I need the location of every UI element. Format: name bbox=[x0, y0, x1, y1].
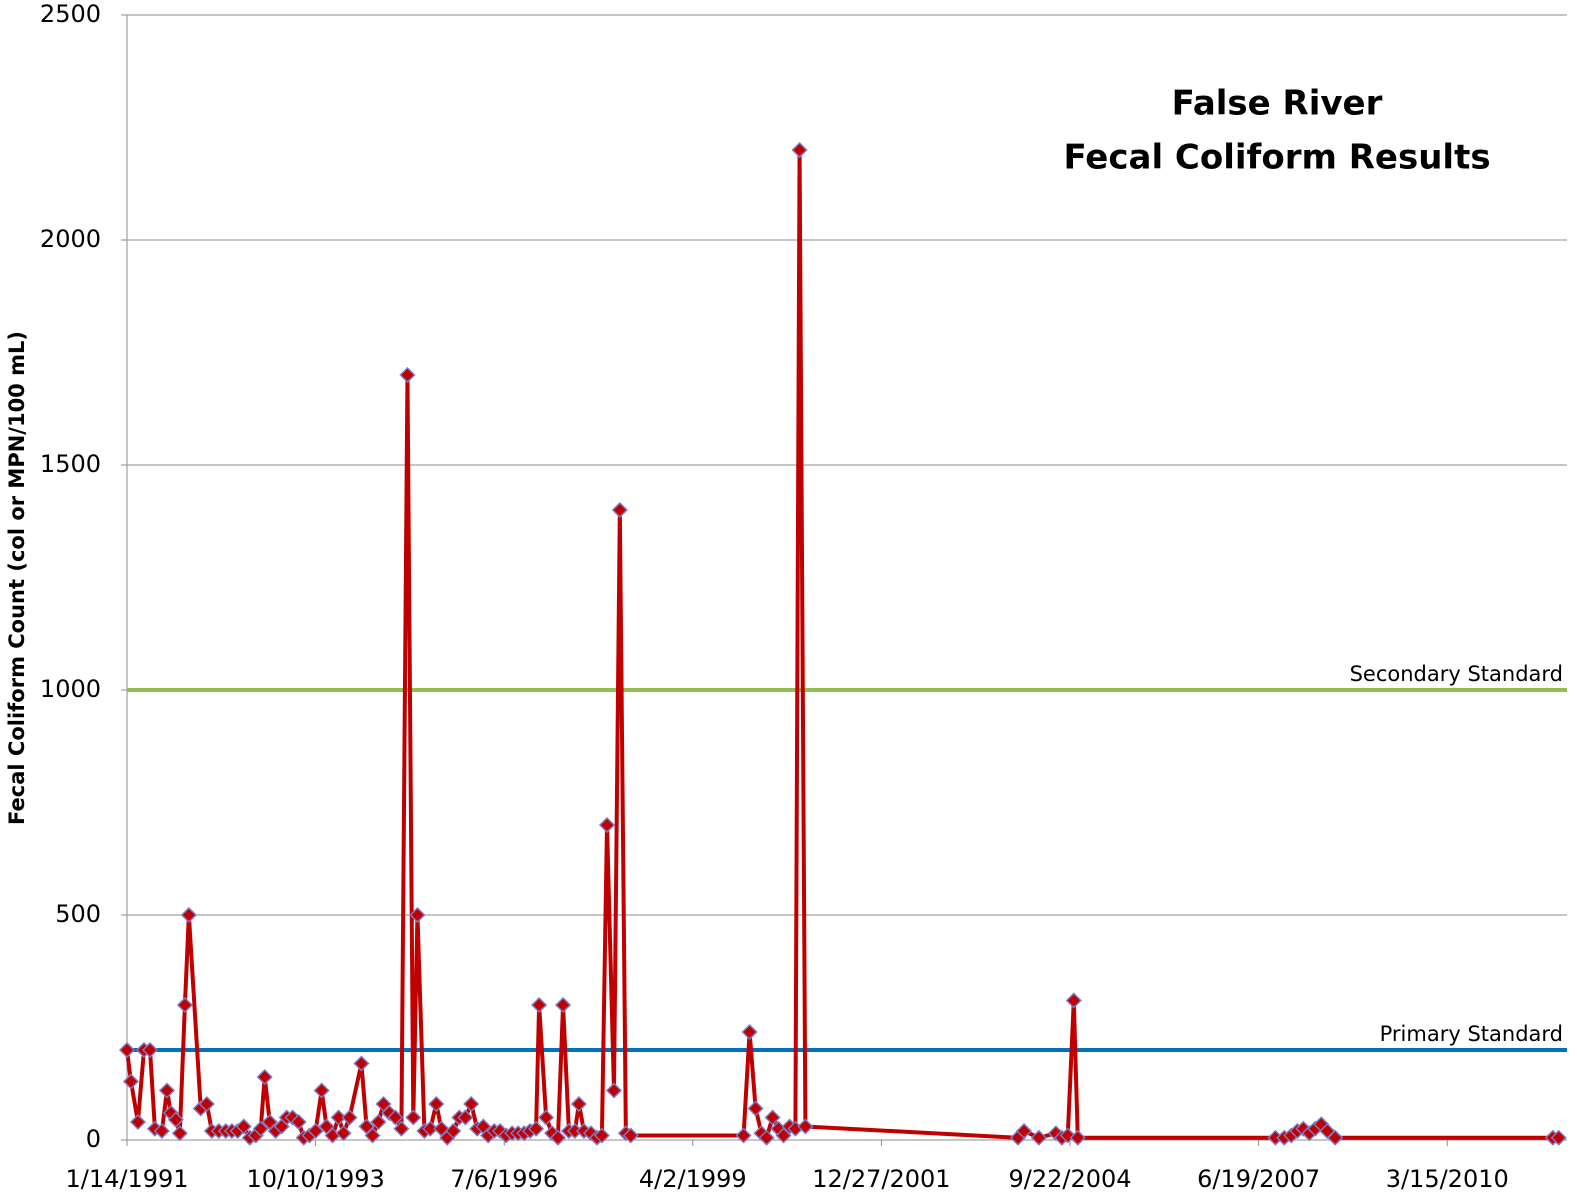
data-point bbox=[341, 1109, 358, 1126]
y-tick-label: 500 bbox=[55, 900, 101, 928]
data-point bbox=[158, 1082, 176, 1099]
data-point bbox=[1065, 992, 1082, 1009]
data-point bbox=[364, 1127, 381, 1144]
data-point bbox=[741, 1023, 758, 1041]
data-point bbox=[256, 1068, 273, 1086]
chart-title: False River bbox=[1172, 84, 1383, 124]
reference-label: Primary Standard bbox=[1380, 1022, 1563, 1046]
data-point bbox=[176, 996, 193, 1014]
data-line bbox=[125, 148, 1559, 1140]
data-point bbox=[330, 1109, 347, 1126]
data-point bbox=[492, 1122, 509, 1140]
y-axis-label: Fecal Coliform Count (col or MPN/100 mL) bbox=[5, 331, 29, 825]
data-point bbox=[118, 1041, 136, 1059]
x-tick-label: 4/2/1999 bbox=[639, 1165, 747, 1193]
data-point bbox=[764, 1109, 781, 1126]
x-tick-label: 9/22/2004 bbox=[1008, 1165, 1131, 1193]
data-point bbox=[791, 141, 808, 159]
data-point bbox=[538, 1109, 555, 1126]
data-point bbox=[1030, 1129, 1047, 1146]
data-point bbox=[582, 1125, 600, 1142]
data-point bbox=[554, 996, 572, 1014]
data-point bbox=[528, 1120, 545, 1137]
data-point bbox=[399, 366, 416, 384]
data-point bbox=[405, 1109, 422, 1126]
x-tick-label: 12/27/2001 bbox=[812, 1165, 950, 1193]
x-tick-label: 7/6/1996 bbox=[450, 1165, 558, 1193]
data-point bbox=[235, 1118, 252, 1135]
data-point bbox=[463, 1095, 480, 1113]
data-point bbox=[428, 1095, 445, 1113]
data-point bbox=[735, 1127, 752, 1144]
data-point bbox=[570, 1095, 587, 1113]
data-point bbox=[198, 1095, 215, 1113]
data-point bbox=[531, 996, 548, 1014]
x-tick-label: 3/15/2010 bbox=[1386, 1165, 1509, 1193]
data-point bbox=[1015, 1122, 1033, 1140]
data-point bbox=[409, 906, 426, 924]
data-point bbox=[457, 1109, 474, 1126]
data-point bbox=[422, 1120, 439, 1137]
x-tick-label: 6/19/2007 bbox=[1197, 1165, 1320, 1193]
data-point bbox=[129, 1113, 146, 1131]
data-point bbox=[445, 1122, 462, 1140]
data-point bbox=[598, 816, 616, 834]
data-point bbox=[252, 1120, 269, 1137]
data-point bbox=[605, 1082, 623, 1099]
data-point bbox=[758, 1129, 775, 1146]
data-point bbox=[335, 1125, 352, 1142]
data-point bbox=[180, 906, 197, 924]
y-tick-label: 2500 bbox=[40, 0, 101, 28]
data-point bbox=[611, 501, 628, 519]
y-tick-label: 1500 bbox=[40, 450, 101, 478]
x-tick-label: 1/14/1991 bbox=[65, 1165, 188, 1193]
data-point bbox=[370, 1113, 387, 1131]
data-point bbox=[171, 1125, 188, 1142]
x-tick-label: 10/10/1993 bbox=[246, 1165, 384, 1193]
data-point bbox=[1069, 1129, 1086, 1146]
data-point bbox=[393, 1120, 410, 1137]
data-point bbox=[290, 1113, 307, 1131]
data-point bbox=[387, 1109, 404, 1126]
data-point bbox=[1550, 1129, 1567, 1146]
reference-label: Secondary Standard bbox=[1350, 662, 1563, 686]
data-point bbox=[747, 1100, 764, 1117]
data-point bbox=[353, 1055, 370, 1072]
data-point bbox=[797, 1118, 814, 1135]
data-point bbox=[622, 1127, 639, 1144]
y-tick-label: 2000 bbox=[40, 225, 101, 253]
data-point bbox=[153, 1122, 170, 1140]
data-point bbox=[593, 1127, 610, 1144]
data-point bbox=[122, 1073, 140, 1090]
data-point bbox=[1327, 1129, 1344, 1146]
y-tick-label: 1000 bbox=[40, 675, 101, 703]
data-point bbox=[167, 1111, 184, 1128]
data-point bbox=[381, 1104, 398, 1122]
chart-title: Fecal Coliform Results bbox=[1063, 138, 1490, 178]
data-point bbox=[549, 1129, 567, 1146]
data-point bbox=[313, 1082, 330, 1099]
data-point bbox=[141, 1041, 159, 1059]
y-tick-label: 0 bbox=[86, 1125, 101, 1153]
data-point bbox=[307, 1122, 324, 1140]
